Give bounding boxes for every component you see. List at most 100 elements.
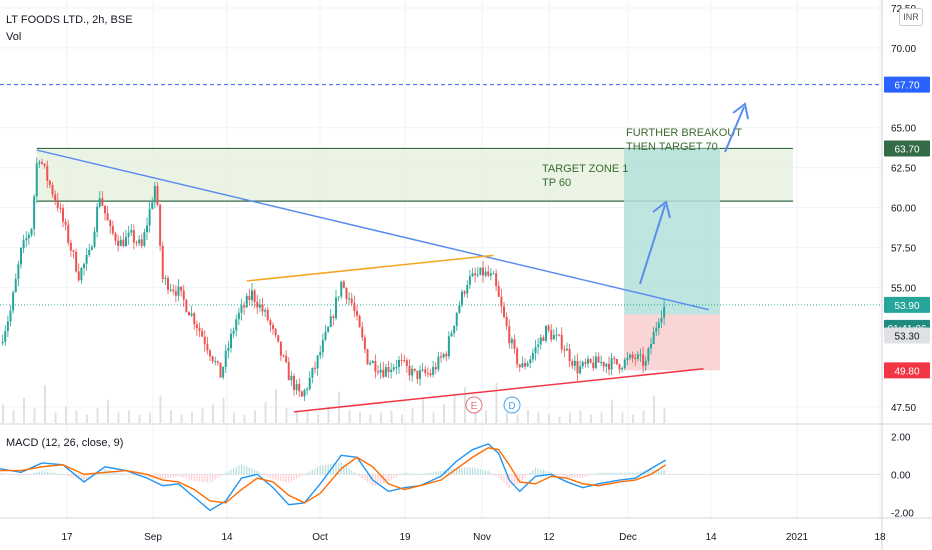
volume-bar [537,412,540,423]
candle-body [589,359,592,363]
candle-body [119,239,122,246]
macd-histogram-bar [461,467,463,475]
macd-histogram-bar [38,471,40,475]
volume-bar [107,399,109,423]
macd-histogram-bar [348,468,350,475]
volume-bar [65,406,67,423]
candle-body [4,331,7,342]
macd-histogram-bar [256,470,258,475]
price-tick-label: 57.50 [891,243,916,254]
macd-histogram-bar [206,474,208,483]
macd-histogram-bar [584,474,586,477]
macd-histogram-bar [51,472,54,475]
macd-histogram-bar [624,472,626,475]
symbol-legend: LT FOODS LTD., 2h, BSE [6,14,133,26]
candle-body [468,276,471,285]
macd-histogram-bar [159,474,161,480]
macd-histogram-bar [191,474,193,481]
candle-body [140,239,143,246]
candle-body [505,316,508,327]
macd-histogram-bar [238,465,240,475]
macd-histogram-bar [130,474,132,476]
price-tick-label: 62.50 [891,164,916,175]
candle-body [287,362,290,381]
macd-histogram-bar [534,467,537,475]
time-axis: 17 Sep 14 Oct 19 Nov 12 Dec 14 2021 18 [61,532,886,543]
tag-zone-top-bg [884,140,930,157]
candle-body [552,335,555,340]
candle-body [75,251,78,272]
candle-body [531,352,534,360]
annotations: TARGET ZONE 1 TP 60 FURTHER BREAKOUT THEN T… [465,102,749,414]
volume-bar [359,412,361,423]
macd-histogram-bar [149,474,151,479]
macd-histogram-bar [537,468,539,475]
candle-body [337,296,340,298]
candle-body [489,273,492,276]
candle-body [298,383,301,392]
candle-body [311,367,314,378]
target-zone-label: TARGET ZONE 1 [542,163,628,175]
macd-histogram-bar [571,474,573,478]
candle-body [195,324,198,329]
candle-body [403,360,406,362]
candle-body [25,238,28,241]
candle-body [35,163,38,197]
macd-histogram-bar [550,472,552,475]
macd-histogram-bar [540,469,542,475]
arrow-head-target [732,102,749,120]
macd-histogram-bar [366,474,369,483]
macd-histogram-bar [385,474,387,483]
candle-body [106,213,109,221]
currency-button[interactable]: INR [899,8,923,26]
volume-bar [401,414,403,423]
macd-histogram-bar [275,474,277,481]
macd-histogram-bar [569,474,571,478]
candle-body [555,334,558,336]
macd-histogram-bar [59,473,61,475]
macd-histogram-bar [54,473,56,475]
macd-histogram-bar [309,471,311,475]
macd-histogram-bar [471,467,474,475]
volume-bar [138,414,141,423]
candle-body [474,273,477,276]
candle-body [93,231,96,247]
candle-body [652,331,655,344]
candle-body [219,362,222,378]
candle-body [22,240,25,249]
candle-body [631,354,634,358]
candle-body [69,242,72,251]
macd-histogram-bar [650,469,652,475]
macd-histogram-bar [240,464,243,475]
macd-histogram-bar [188,474,190,480]
candle-body [248,295,251,301]
candle-body [513,339,516,349]
candle-body [484,271,487,276]
macd-histogram-bar [146,474,148,478]
candle-body [51,184,54,195]
macd-histogram-bar [314,468,316,475]
macd-histogram-bar [15,474,17,476]
candle-body [510,339,513,344]
macd-histogram-bar [62,474,64,475]
candle-body [644,361,647,366]
volume-bar [191,412,193,423]
macd-histogram-bar [30,473,33,475]
candle-body [455,312,458,326]
macd-histogram-bar [65,474,67,476]
candle-body [568,348,571,362]
macd-histogram-bar [416,474,418,475]
macd-histogram-bar [204,474,206,483]
macd-histogram-bar [629,472,631,475]
macd-histogram-bar [209,474,211,483]
macd-histogram-bar [618,472,621,475]
tag-last-price: 53.90 [894,301,919,312]
macd-histogram-bar [600,472,602,475]
drawing-lines [0,84,882,413]
candle-body [587,359,589,364]
candle-body [14,278,17,293]
tag-target-70: 67.70 [894,81,919,92]
macd-histogram-bar [175,474,177,477]
